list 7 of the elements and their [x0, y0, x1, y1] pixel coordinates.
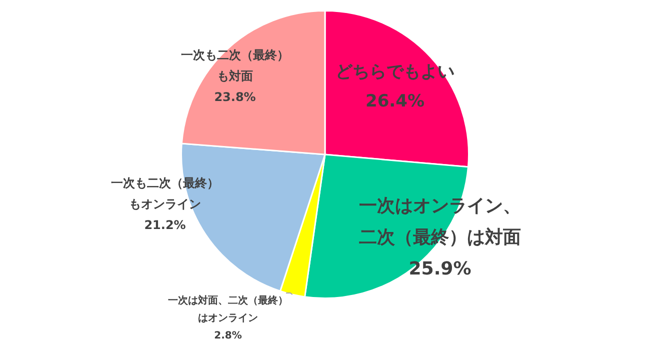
data-label: 21.2%: [144, 218, 186, 232]
slice-label: 一次も二次（最終）も対面: [181, 48, 289, 84]
data-label: 26.4%: [366, 92, 424, 112]
slice-label: 一次は対面、二次（最終）はオンライン: [168, 294, 288, 324]
data-label: 23.8%: [214, 90, 256, 104]
data-label: 2.8%: [214, 330, 242, 342]
data-label: 25.9%: [408, 258, 472, 280]
